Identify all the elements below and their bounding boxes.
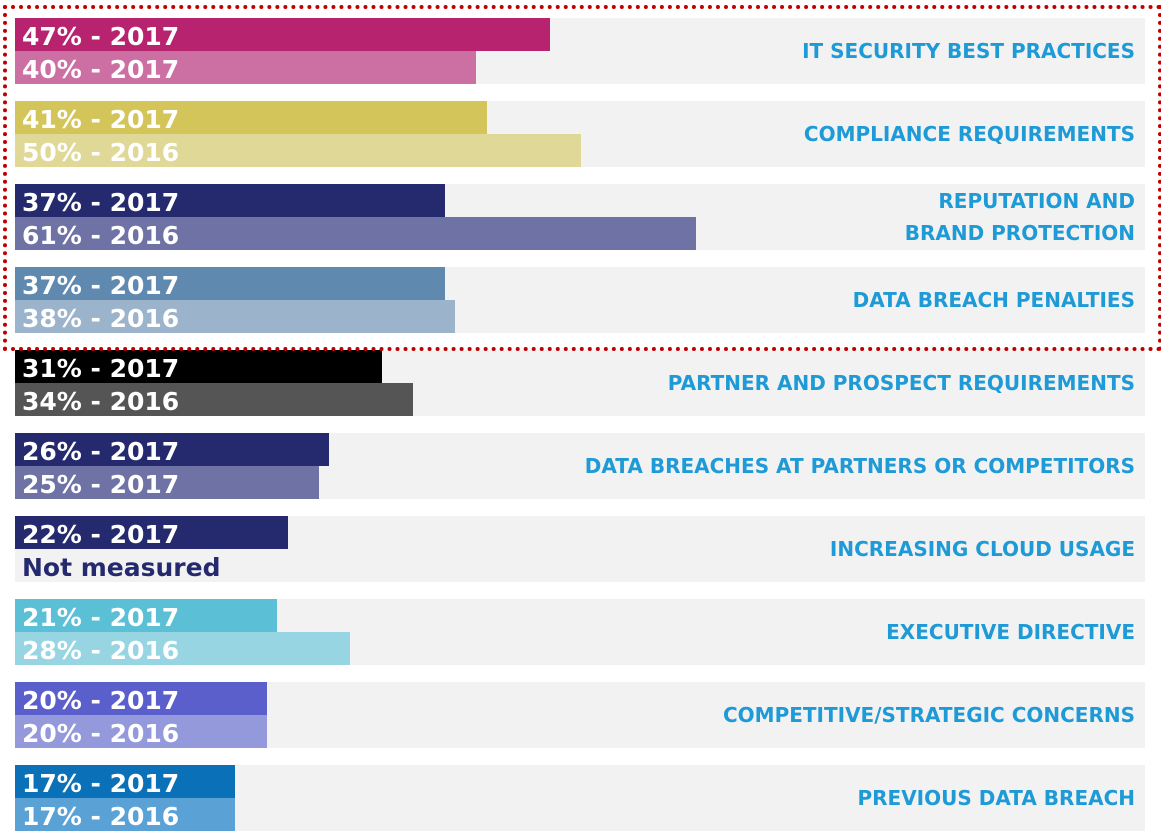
bar (15, 350, 382, 383)
bar (15, 383, 414, 416)
bar (15, 433, 330, 466)
bar (15, 466, 319, 499)
bar (15, 300, 456, 333)
bar (15, 18, 550, 51)
category-label: COMPLIANCE REQUIREMENTS (803, 122, 1135, 146)
bar (15, 632, 351, 665)
value-label: 47% - 2017 (22, 22, 180, 51)
value-label: 50% - 2016 (22, 138, 180, 167)
value-label: 17% - 2017 (22, 769, 180, 798)
value-label: 20% - 2017 (22, 686, 180, 715)
value-label: 25% - 2017 (22, 470, 180, 499)
bar (15, 765, 236, 798)
bar (15, 101, 487, 134)
category-label: COMPETITIVE/STRATEGIC CONCERNS (723, 703, 1135, 727)
bar (15, 267, 445, 300)
value-label: 31% - 2017 (22, 354, 180, 383)
value-label: 37% - 2017 (22, 188, 180, 217)
value-label: 21% - 2017 (22, 603, 180, 632)
category-label: EXECUTIVE DIRECTIVE (886, 620, 1135, 644)
value-label: 20% - 2016 (22, 719, 180, 748)
category-label: DATA BREACHES AT PARTNERS OR COMPETITORS (584, 454, 1135, 478)
bar (15, 715, 267, 748)
bar (15, 516, 288, 549)
category-label: INCREASING CLOUD USAGE (829, 537, 1135, 561)
value-label: 40% - 2017 (22, 55, 180, 84)
category-label: REPUTATION AND BRAND PROTECTION (904, 189, 1135, 245)
category-label: PREVIOUS DATA BREACH (857, 786, 1135, 810)
value-label: 17% - 2016 (22, 802, 180, 831)
bar (15, 599, 278, 632)
bar (15, 217, 697, 250)
bar (15, 682, 267, 715)
value-label: 26% - 2017 (22, 437, 180, 466)
bar (15, 51, 477, 84)
value-label: 28% - 2016 (22, 636, 180, 665)
bar (15, 184, 445, 217)
value-label: 22% - 2017 (22, 520, 180, 549)
value-label: Not measured (22, 553, 221, 582)
category-label: DATA BREACH PENALTIES (852, 288, 1135, 312)
value-label: 61% - 2016 (22, 221, 180, 250)
bar (15, 134, 581, 167)
value-label: 34% - 2016 (22, 387, 180, 416)
value-label: 37% - 2017 (22, 271, 180, 300)
value-label: 41% - 2017 (22, 105, 180, 134)
category-label: PARTNER AND PROSPECT REQUIREMENTS (667, 371, 1135, 395)
category-label: IT SECURITY BEST PRACTICES (802, 39, 1135, 63)
value-label: 38% - 2016 (22, 304, 180, 333)
